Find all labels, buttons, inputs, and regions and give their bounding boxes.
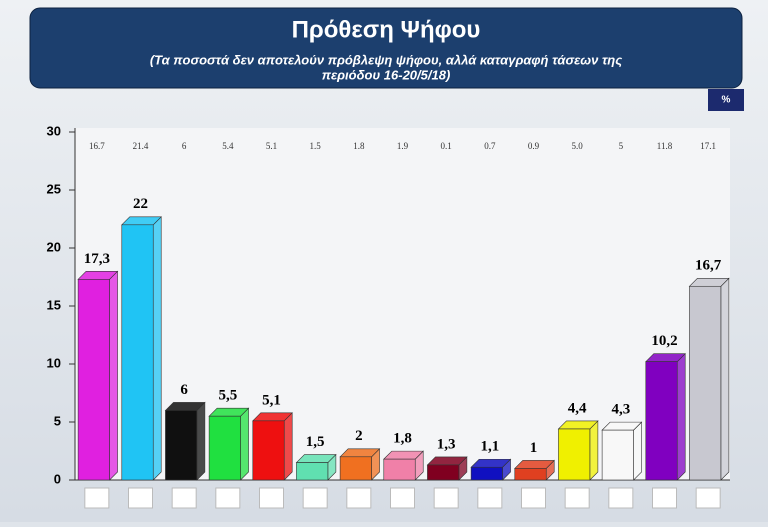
party-logo — [259, 487, 284, 509]
value-label: 22 — [133, 196, 148, 212]
party-logo — [128, 487, 153, 509]
y-tick-label: 25 — [47, 181, 61, 196]
y-tick-label: 5 — [54, 413, 61, 428]
bar-side — [589, 420, 599, 481]
value-label: 16,7 — [695, 258, 722, 274]
bar — [601, 429, 634, 481]
party-logo — [171, 487, 197, 509]
bar — [689, 285, 722, 481]
top-label: 11.8 — [657, 141, 673, 151]
top-label: 0.9 — [528, 141, 540, 151]
top-label: 5.4 — [222, 141, 234, 151]
unit-box — [708, 89, 744, 111]
bar-side — [720, 277, 730, 481]
bar — [339, 456, 372, 481]
bar — [383, 458, 416, 481]
subtitle: περιόδου 16-20/5/18) — [322, 67, 451, 82]
bar — [296, 462, 329, 481]
value-label: 5,1 — [262, 392, 281, 408]
top-label: 21.4 — [133, 141, 149, 151]
top-label: 0.7 — [484, 141, 496, 151]
chart-title: Πρόθεση Ψήφου — [292, 16, 481, 43]
top-label: 1.9 — [397, 141, 409, 151]
party-logo — [564, 487, 590, 509]
top-label: 16.7 — [89, 141, 105, 151]
bar — [558, 428, 591, 481]
bar — [645, 361, 678, 481]
top-label: 5.0 — [572, 141, 584, 151]
value-label: 1,1 — [480, 439, 499, 455]
bar-side — [240, 407, 249, 481]
top-label: 6 — [182, 141, 187, 151]
y-tick-label: 20 — [47, 239, 61, 254]
bar — [121, 224, 154, 481]
value-label: 17,3 — [84, 251, 110, 267]
top-label: 5 — [619, 141, 624, 151]
party-logo — [521, 487, 546, 509]
bar-side — [109, 270, 118, 481]
top-label: 1.8 — [353, 141, 365, 151]
bar — [208, 415, 241, 481]
value-label: 4,4 — [568, 400, 587, 416]
bar-side — [633, 421, 642, 481]
bar-side — [196, 401, 206, 481]
value-label: 4,3 — [611, 402, 630, 418]
value-label: 5,5 — [218, 388, 237, 404]
bar — [165, 410, 198, 481]
bar — [252, 420, 285, 481]
party-logo — [477, 487, 503, 509]
value-label: 1,8 — [393, 431, 412, 447]
top-label: 17.1 — [700, 141, 716, 151]
unit: % — [722, 95, 731, 106]
bar-side — [152, 216, 162, 481]
party-logo — [652, 487, 677, 509]
top-label: 1.5 — [310, 141, 322, 151]
party-logo — [695, 487, 721, 509]
value-label: 1,3 — [437, 436, 456, 452]
party-logo — [433, 487, 459, 509]
bar — [514, 468, 547, 481]
party-logo — [390, 487, 415, 509]
value-label: 1 — [530, 440, 538, 456]
subtitle: (Τα ποσοστά δεν αποτελούν πρόβλεψη ψήφου… — [150, 52, 622, 67]
top-label: 5.1 — [266, 141, 277, 151]
party-logo — [346, 487, 372, 509]
value-label: 2 — [355, 428, 363, 444]
value-label: 6 — [180, 382, 188, 398]
y-tick-label: 0 — [54, 471, 61, 486]
bar — [77, 279, 110, 481]
bar-side — [283, 412, 293, 481]
y-tick-label: 15 — [47, 297, 61, 312]
bar — [427, 464, 460, 481]
bar-side — [676, 352, 686, 481]
top-label: 0.1 — [441, 141, 452, 151]
y-tick-label: 10 — [47, 355, 61, 370]
party-logo — [215, 487, 241, 509]
value-label: 1,5 — [306, 434, 325, 450]
party-logo — [84, 487, 110, 509]
value-label: 10,2 — [651, 333, 677, 349]
y-tick-label: 30 — [47, 123, 61, 138]
party-logo — [608, 487, 634, 509]
title-banner — [29, 7, 743, 89]
bar — [470, 466, 503, 481]
party-logo — [302, 487, 328, 509]
